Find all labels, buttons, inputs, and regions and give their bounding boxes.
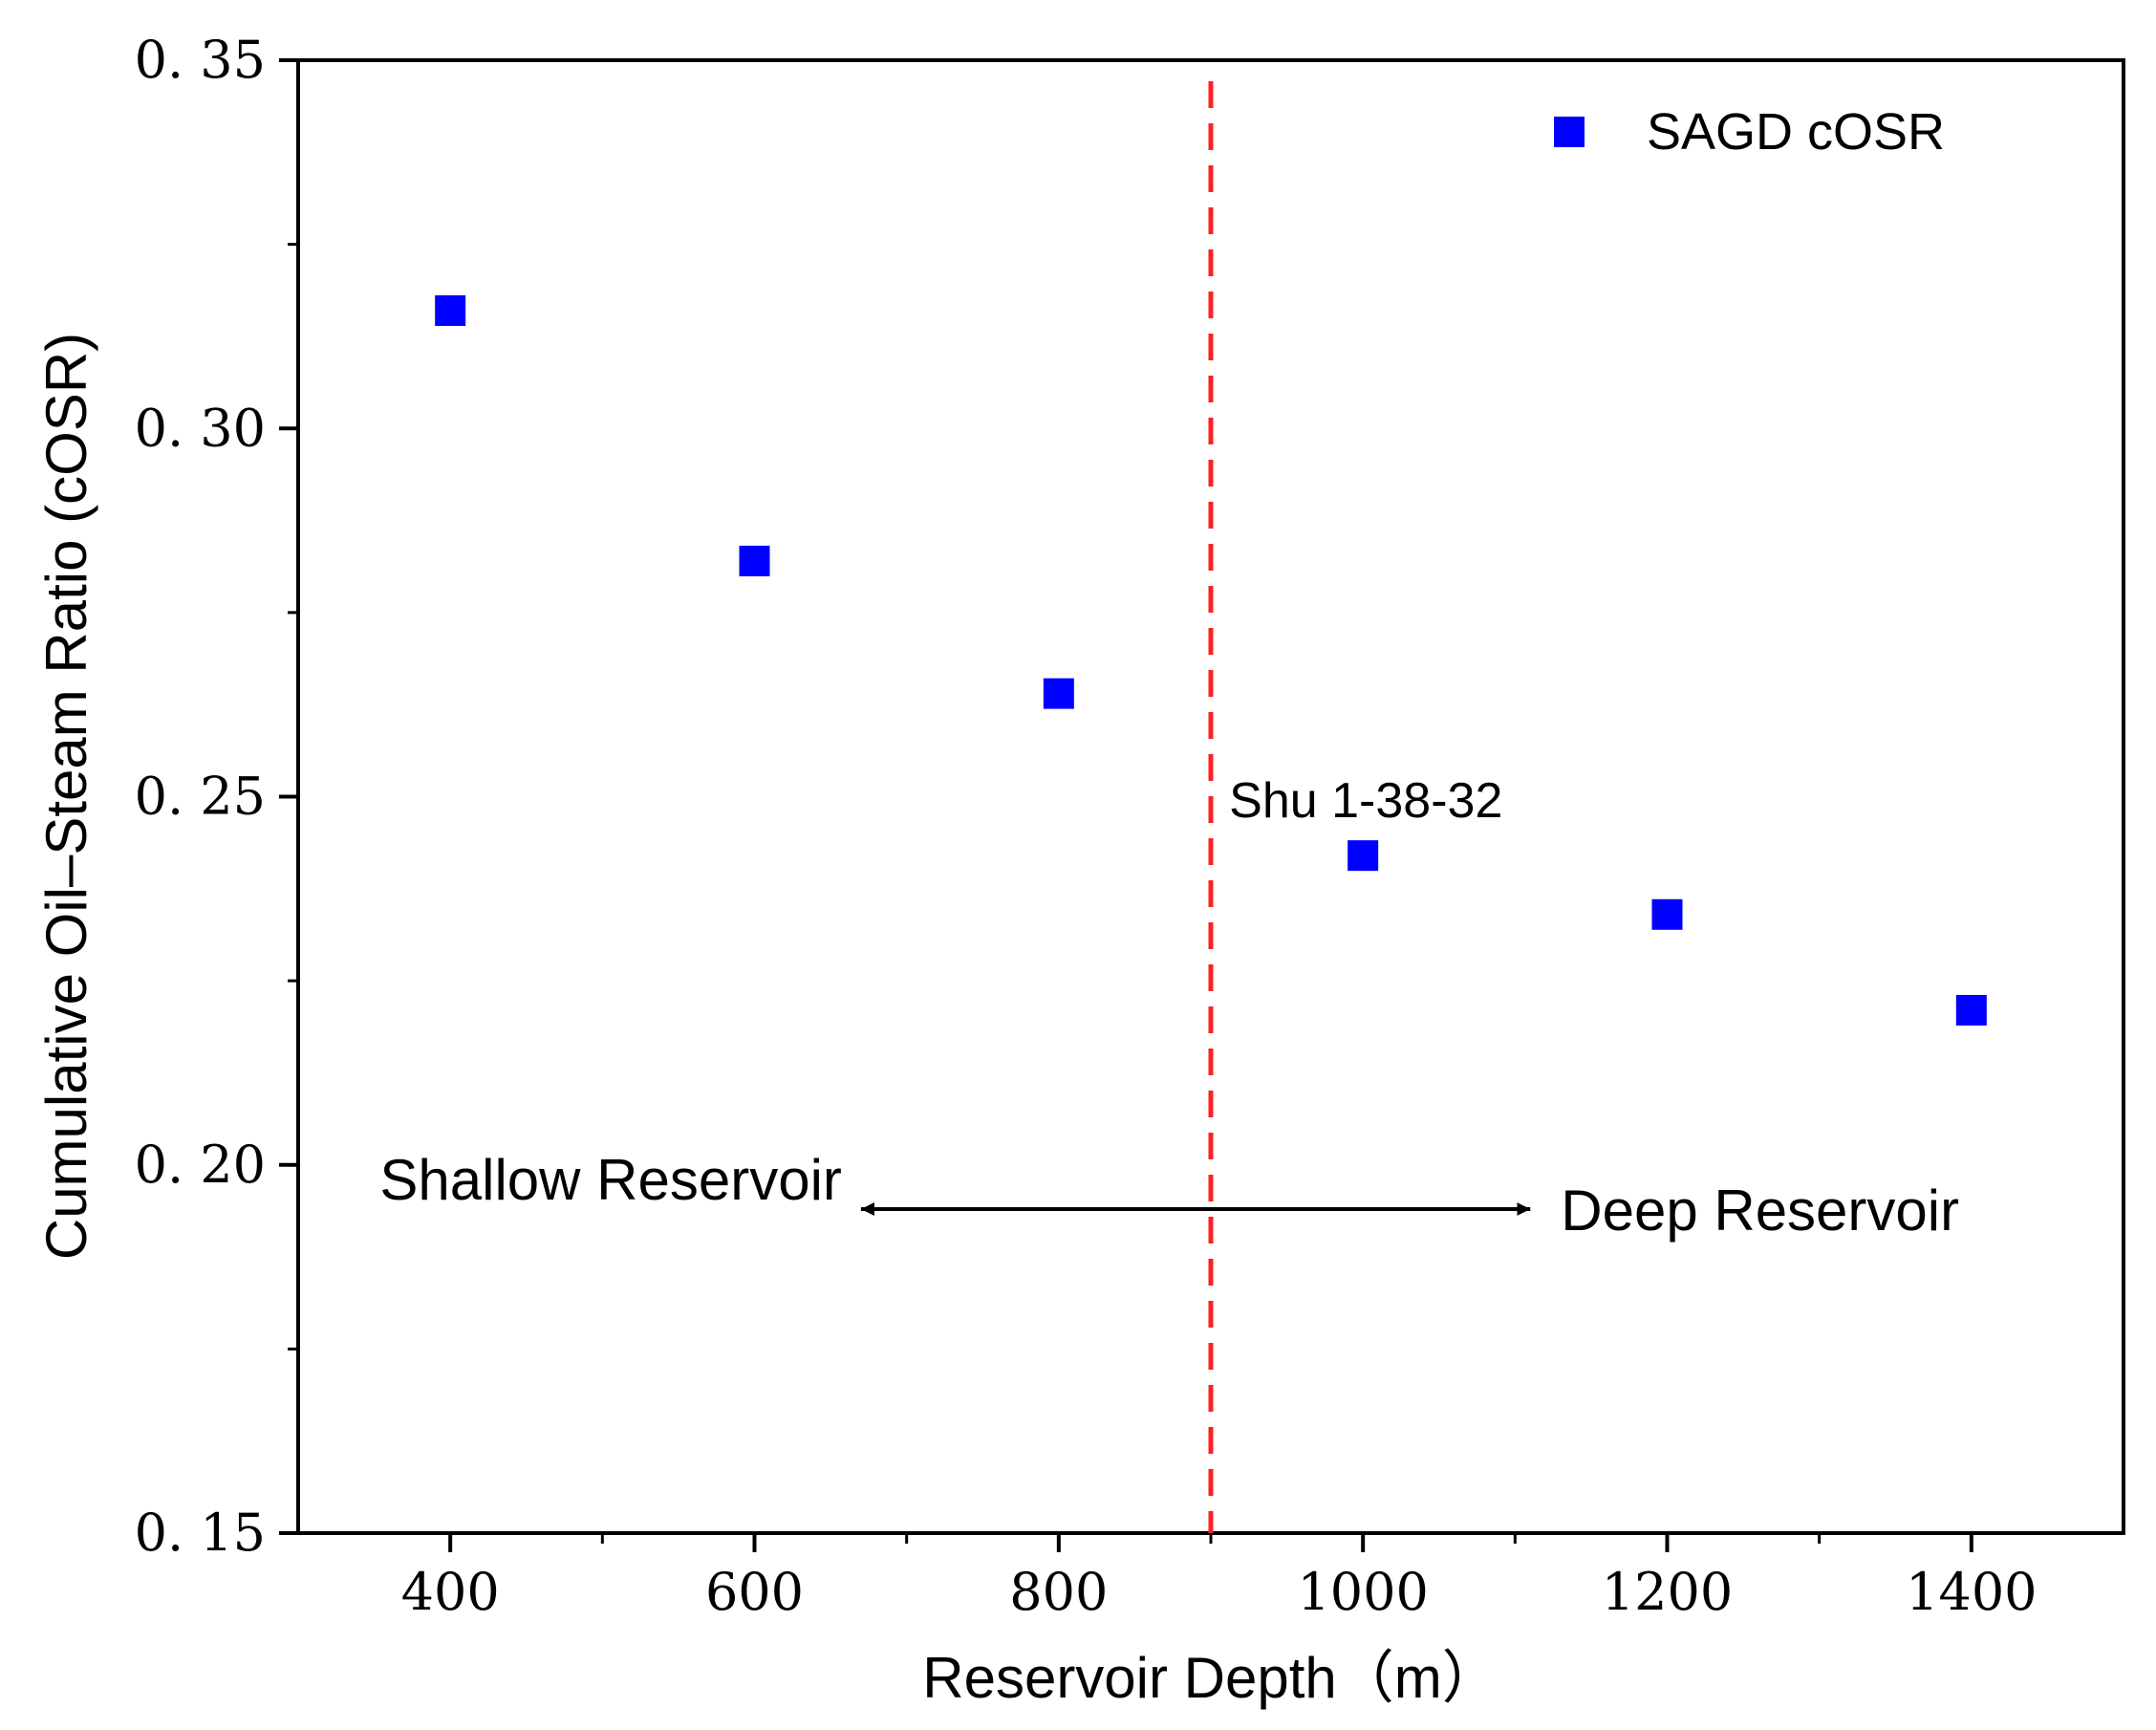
y-tick-label: 0. 20	[135, 1135, 266, 1195]
x-tick-label: 1400	[1906, 1562, 2037, 1622]
x-tick-label: 1000	[1297, 1562, 1428, 1622]
y-tick-label: 0. 15	[135, 1503, 266, 1563]
data-point	[1651, 898, 1683, 930]
x-axis-title: Reservoir Depth（m）	[922, 1646, 1499, 1710]
deep-reservoir-label: Deep Reservoir	[1561, 1179, 1959, 1243]
y-tick-label: 0. 35	[135, 30, 266, 90]
x-tick-label: 600	[705, 1562, 804, 1622]
legend-marker	[1554, 117, 1585, 147]
y-axis-title: Cumulative Oil–Steam Ratio (cOSR)	[34, 333, 98, 1260]
axis-ticks	[279, 58, 1973, 1552]
legend-label: SAGD cOSR	[1647, 103, 1945, 161]
y-tick-label: 0. 30	[135, 398, 266, 458]
point-annotation: Shu 1-38-32	[1229, 773, 1502, 829]
y-tick-label: 0. 25	[135, 767, 266, 827]
data-point	[435, 294, 466, 326]
data-points	[435, 294, 1987, 1026]
shallow-reservoir-label: Shallow Reservoir	[379, 1148, 842, 1212]
x-tick-label: 800	[1009, 1562, 1108, 1622]
data-point	[1955, 994, 1987, 1026]
x-tick-label: 400	[401, 1562, 500, 1622]
legend: SAGD cOSR	[1554, 103, 1945, 161]
axis-tick-labels: 400 600 800 1000 1200 1400 0. 15 0. 20 0. 25 0. 3…	[135, 30, 2037, 1622]
x-tick-label: 1200	[1602, 1562, 1733, 1622]
data-point	[739, 545, 770, 576]
data-point	[1348, 840, 1379, 872]
data-point	[1043, 678, 1074, 709]
